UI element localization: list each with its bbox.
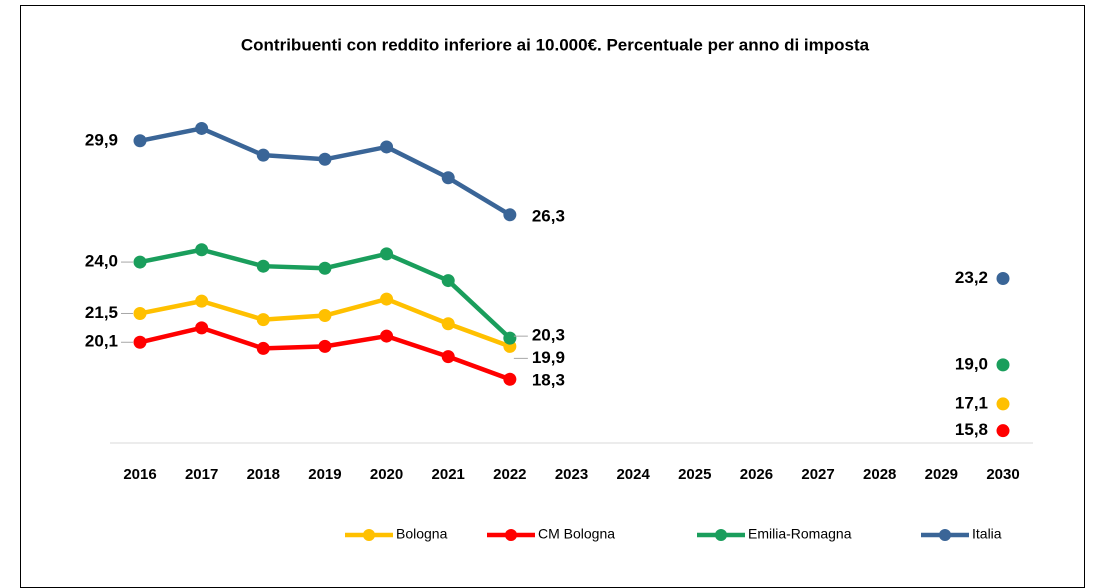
data-point <box>503 372 517 386</box>
data-point <box>441 171 455 185</box>
x-tick-label: 2020 <box>370 466 403 483</box>
x-tick-label: 2022 <box>493 466 526 483</box>
data-point <box>133 134 147 148</box>
data-point <box>503 331 517 345</box>
chart-title: Contribuenti con reddito inferiore ai 10… <box>241 35 870 54</box>
data-point <box>318 152 332 166</box>
data-point <box>380 292 394 306</box>
data-point <box>996 272 1010 286</box>
data-point <box>318 339 332 353</box>
data-label: 21,5 <box>85 303 118 322</box>
data-point <box>318 261 332 275</box>
data-label: 24,0 <box>85 252 118 271</box>
x-tick-label: 2030 <box>986 466 1019 483</box>
data-point <box>195 294 209 308</box>
data-point <box>256 259 270 273</box>
data-point <box>318 309 332 323</box>
data-label: 18,3 <box>532 371 565 390</box>
x-tick-label: 2023 <box>555 466 588 483</box>
legend-label: Italia <box>972 526 1002 542</box>
x-tick-label: 2028 <box>863 466 896 483</box>
data-label: 29,9 <box>85 130 118 149</box>
x-tick-label: 2016 <box>123 466 156 483</box>
data-point <box>441 274 455 288</box>
data-label: 20,1 <box>85 332 118 351</box>
data-point <box>256 341 270 355</box>
data-point <box>133 335 147 349</box>
data-label: 23,2 <box>955 268 988 287</box>
x-tick-label: 2021 <box>432 466 465 483</box>
data-point <box>380 329 394 343</box>
x-tick-label: 2024 <box>616 466 650 483</box>
chart-border <box>20 5 1085 588</box>
legend-marker <box>505 529 517 541</box>
data-label: 17,1 <box>955 393 988 412</box>
x-tick-label: 2025 <box>678 466 711 483</box>
data-label: 15,8 <box>955 420 988 439</box>
legend-label: CM Bologna <box>538 526 615 542</box>
data-label: 20,3 <box>532 326 565 345</box>
data-label: 26,3 <box>532 206 565 225</box>
legend-marker <box>939 529 951 541</box>
data-point <box>133 306 147 320</box>
x-tick-label: 2019 <box>308 466 341 483</box>
data-label: 19,9 <box>532 348 565 367</box>
data-point <box>195 243 209 257</box>
data-point <box>133 255 147 269</box>
data-point <box>503 208 517 222</box>
x-tick-label: 2027 <box>801 466 834 483</box>
data-point <box>256 313 270 327</box>
x-tick-label: 2017 <box>185 466 218 483</box>
x-tick-label: 2029 <box>925 466 958 483</box>
legend-label: Bologna <box>396 526 448 542</box>
data-point <box>996 397 1010 411</box>
data-point <box>195 321 209 335</box>
x-tick-label: 2026 <box>740 466 773 483</box>
data-point <box>441 350 455 364</box>
data-point <box>380 247 394 261</box>
legend-marker <box>363 529 375 541</box>
legend-label: Emilia-Romagna <box>748 526 852 542</box>
data-point <box>996 424 1010 438</box>
data-point <box>256 148 270 162</box>
data-point <box>195 121 209 135</box>
legend-marker <box>715 529 727 541</box>
x-tick-label: 2018 <box>247 466 280 483</box>
data-point <box>380 140 394 154</box>
data-label: 19,0 <box>955 354 988 373</box>
data-point <box>996 358 1010 372</box>
data-point <box>441 317 455 331</box>
